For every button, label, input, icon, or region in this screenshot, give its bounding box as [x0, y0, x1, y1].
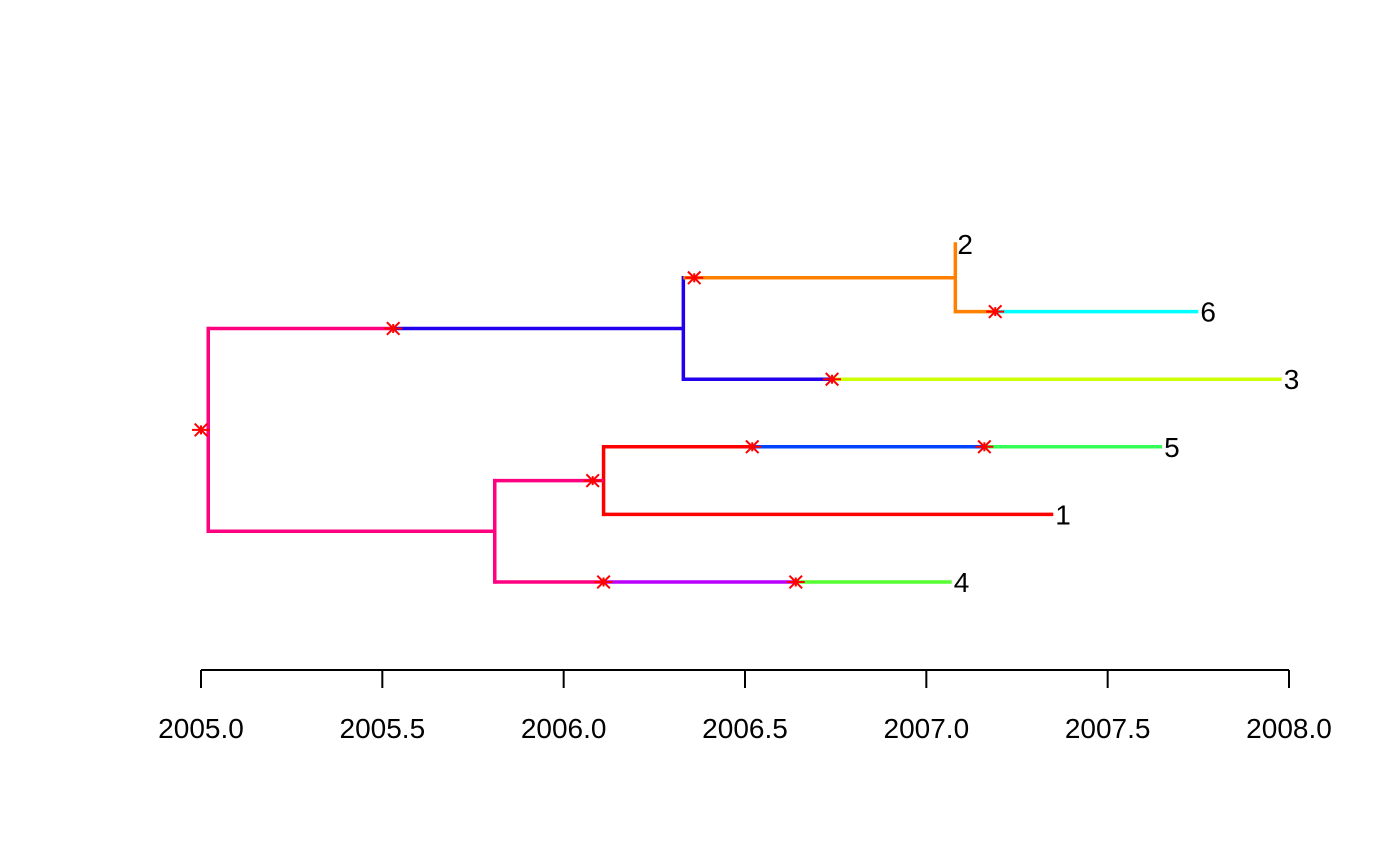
tip-labels-layer: 2 6 3 5 1 4 — [954, 229, 1300, 598]
x-tick-label: 2008.0 — [1246, 713, 1332, 744]
tip-label-4: 4 — [954, 567, 970, 598]
tip-label-2: 2 — [957, 229, 973, 260]
x-axis: 2005.0 2005.5 2006.0 2006.5 2007.0 2007.5 2008… — [158, 669, 1332, 744]
x-tick-label: 2006.5 — [702, 713, 788, 744]
event-marker-3 — [986, 304, 1005, 319]
x-tick-label: 2006.0 — [521, 713, 607, 744]
event-marker-6 — [743, 439, 762, 454]
event-marker-1 — [384, 321, 403, 336]
event-marker-8 — [594, 574, 613, 590]
branches-layer — [206, 242, 1282, 584]
event-marker-4 — [823, 372, 842, 387]
event-marker-7 — [975, 439, 994, 454]
event-marker-0 — [192, 422, 210, 437]
events-layer — [192, 270, 1005, 590]
x-tick-label: 2007.0 — [884, 713, 970, 744]
tip-label-3: 3 — [1284, 364, 1300, 395]
tip-label-5: 5 — [1164, 432, 1180, 463]
event-marker-9 — [786, 574, 805, 590]
tip-label-6: 6 — [1200, 297, 1216, 328]
event-marker-2 — [685, 270, 704, 285]
event-marker-5 — [583, 473, 602, 488]
tip-label-1: 1 — [1055, 499, 1071, 530]
x-tick-label: 2005.0 — [158, 713, 244, 744]
x-tick-label: 2005.5 — [340, 713, 426, 744]
x-tick-label: 2007.5 — [1065, 713, 1151, 744]
